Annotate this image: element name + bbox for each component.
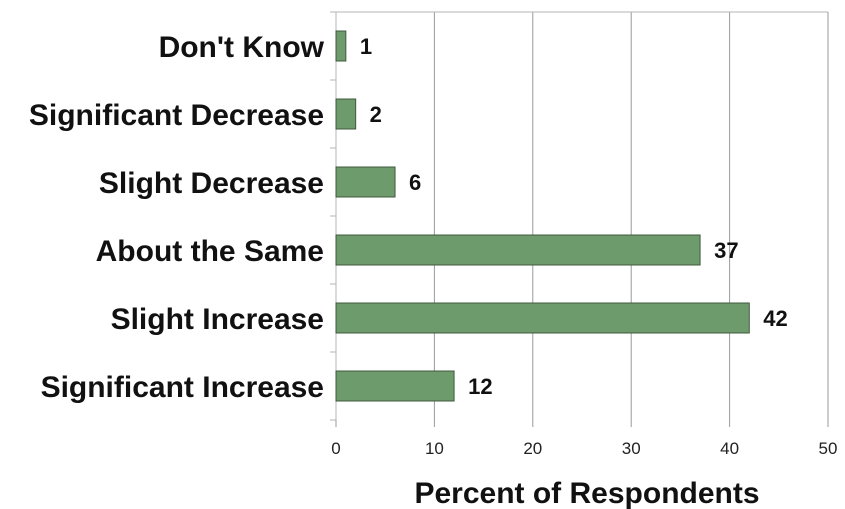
category-labels: Don't Know Significant Decrease Slight Dec… [29, 31, 325, 404]
x-tick-label: 40 [720, 439, 739, 458]
plot-area [336, 12, 828, 420]
value-label: 2 [370, 102, 382, 127]
bar [335, 302, 750, 334]
x-axis-title: Percent of Respondents [414, 477, 759, 509]
x-tick-label: 10 [425, 439, 444, 458]
x-tick-label: 50 [819, 439, 838, 458]
bar [335, 98, 357, 130]
value-label: 42 [763, 306, 787, 331]
gridlines [433, 12, 829, 420]
category-label: Slight Decrease [99, 167, 324, 200]
category-label: Don't Know [159, 31, 325, 64]
category-label: About the Same [96, 235, 324, 268]
value-label: 1 [360, 34, 372, 59]
bar [335, 166, 396, 198]
category-label: Slight Increase [111, 303, 324, 336]
x-tick-label: 20 [523, 439, 542, 458]
bars [335, 30, 750, 402]
bar [335, 30, 347, 62]
x-tick-label: 0 [331, 439, 340, 458]
category-label: Significant Decrease [29, 99, 324, 132]
value-label: 37 [714, 238, 738, 263]
value-label: 12 [468, 374, 492, 399]
x-axis-ticks: 0 10 20 30 40 50 [331, 420, 837, 458]
category-label: Significant Increase [41, 371, 324, 404]
plot-frame [330, 11, 828, 426]
value-label: 6 [409, 170, 421, 195]
x-tick-label: 30 [622, 439, 641, 458]
bar [335, 234, 701, 266]
bar [335, 370, 455, 402]
